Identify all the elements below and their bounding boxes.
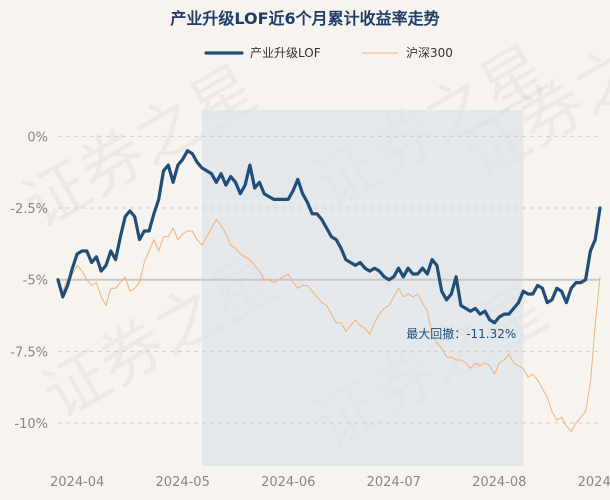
legend: 产业升级LOF 沪深300 xyxy=(204,46,453,60)
x-tick-label: 2024-09 xyxy=(578,475,610,490)
chart-title: 产业升级LOF近6个月累计收益率走势 xyxy=(170,9,439,28)
x-tick-label: 2024-05 xyxy=(156,475,210,490)
x-tick-label: 2024-04 xyxy=(50,475,104,490)
y-axis-labels: 0% -2.5% -5% -7.5% -10% xyxy=(10,130,48,432)
x-tick-label: 2024-06 xyxy=(261,475,315,490)
y-tick-label: -7.5% xyxy=(10,345,48,360)
series-lines xyxy=(56,149,602,433)
y-tick-label: 0% xyxy=(27,130,48,145)
x-tick-label: 2024-08 xyxy=(472,475,526,490)
y-tick-label: -2.5% xyxy=(10,202,48,217)
legend-label: 产业升级LOF xyxy=(250,46,321,60)
legend-label: 沪深300 xyxy=(406,46,453,60)
series-line xyxy=(56,149,602,325)
max-drawdown-label: 最大回撤：-11.32% xyxy=(406,326,516,341)
series-line xyxy=(57,219,601,433)
y-tick-label: -5% xyxy=(23,274,48,289)
y-tick-label: -10% xyxy=(14,417,48,432)
max-drawdown-band xyxy=(201,110,524,466)
x-tick-label: 2024-07 xyxy=(367,475,421,490)
x-axis-labels: 2024-04 2024-05 2024-06 2024-07 2024-08 2024-… xyxy=(50,475,610,490)
